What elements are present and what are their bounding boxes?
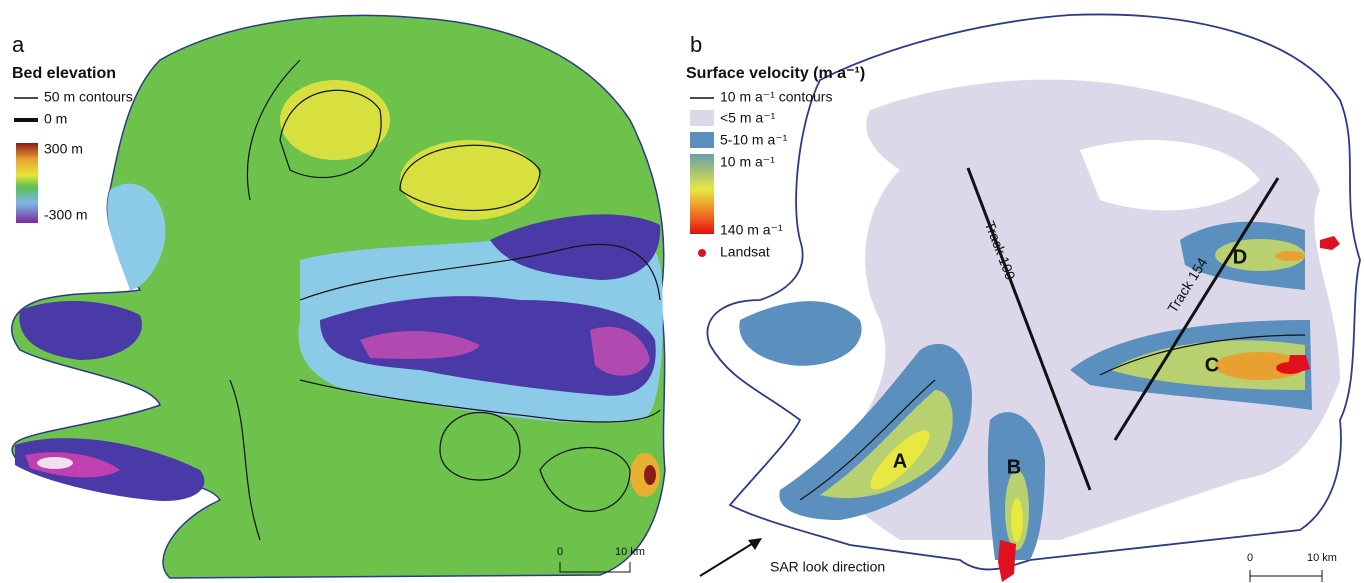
stream-label: B [1007, 456, 1021, 478]
legend-item: 5-10 m a⁻¹ [720, 132, 788, 148]
colorbar-label: 140 m a⁻¹ [720, 222, 783, 238]
legend-swatch [690, 132, 714, 148]
scale-bar [1250, 570, 1322, 582]
bed-high [644, 465, 656, 485]
legend-title: Surface velocity (m a⁻¹) [686, 65, 865, 82]
legend-item: 50 m contours [44, 89, 133, 105]
stream-label: D [1233, 246, 1247, 268]
legend-item: Landsat [720, 244, 770, 260]
colorbar-label: 300 m [44, 141, 83, 157]
deep-trough [37, 457, 73, 469]
legend-item: 10 m a⁻¹ contours [720, 89, 832, 105]
legend-point [698, 249, 706, 257]
scale-label: 0 [557, 546, 563, 558]
bed-high [400, 140, 540, 220]
legend-title: Bed elevation [12, 65, 116, 82]
bed-high [280, 80, 390, 160]
colorbar [16, 143, 38, 223]
fast-flow [1011, 498, 1023, 542]
scale-label: 10 km [615, 546, 645, 558]
stream-label: C [1205, 354, 1219, 376]
figure: a Bed elevation 50 m contours 0 m 300 m … [0, 0, 1364, 583]
look-direction: SAR look direction [770, 559, 885, 575]
legend-swatch [690, 110, 714, 126]
stream-label: A [893, 450, 907, 472]
panel-label: b [690, 32, 702, 57]
colorbar-label: 10 m a⁻¹ [720, 154, 775, 170]
scale-label: 10 km [1307, 552, 1337, 564]
legend-item: 0 m [44, 111, 67, 127]
colorbar [690, 154, 714, 234]
scale-label: 0 [1247, 552, 1253, 564]
colorbar-label: -300 m [44, 207, 88, 223]
fast-flow [1275, 251, 1305, 261]
look-arrow [700, 542, 755, 576]
legend-item: <5 m a⁻¹ [720, 110, 776, 126]
panel-label: a [12, 32, 25, 57]
